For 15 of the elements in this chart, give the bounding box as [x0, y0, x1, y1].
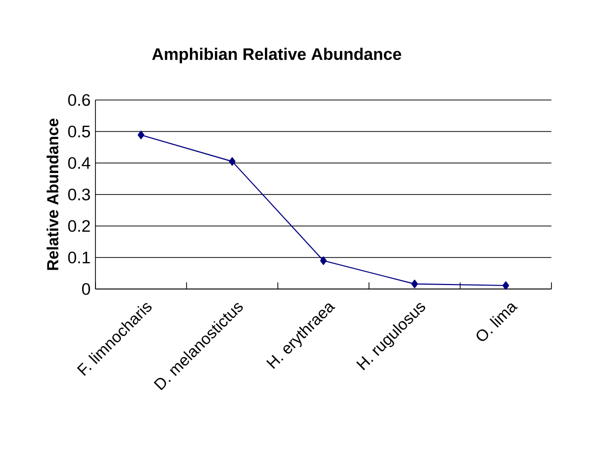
y-tick-label: 0.5	[68, 126, 90, 138]
y-axis-title: Relative Abundance	[46, 118, 58, 270]
chart-title: Amphibian Relative Abundance	[152, 48, 402, 64]
point	[502, 281, 510, 290]
point	[411, 280, 418, 288]
y-tick-label: 0.4	[68, 157, 90, 169]
y-tick-label: 0.3	[68, 188, 90, 200]
point	[228, 157, 236, 166]
y-tick-label: 0.2	[68, 220, 90, 232]
y-tick-label: 0.6	[68, 94, 90, 106]
y-tick-label: 0.1	[68, 252, 90, 264]
point	[138, 130, 144, 140]
x-tick-label: O. lima	[476, 304, 518, 341]
y-tick-label: 0	[82, 283, 90, 295]
point	[320, 256, 327, 265]
